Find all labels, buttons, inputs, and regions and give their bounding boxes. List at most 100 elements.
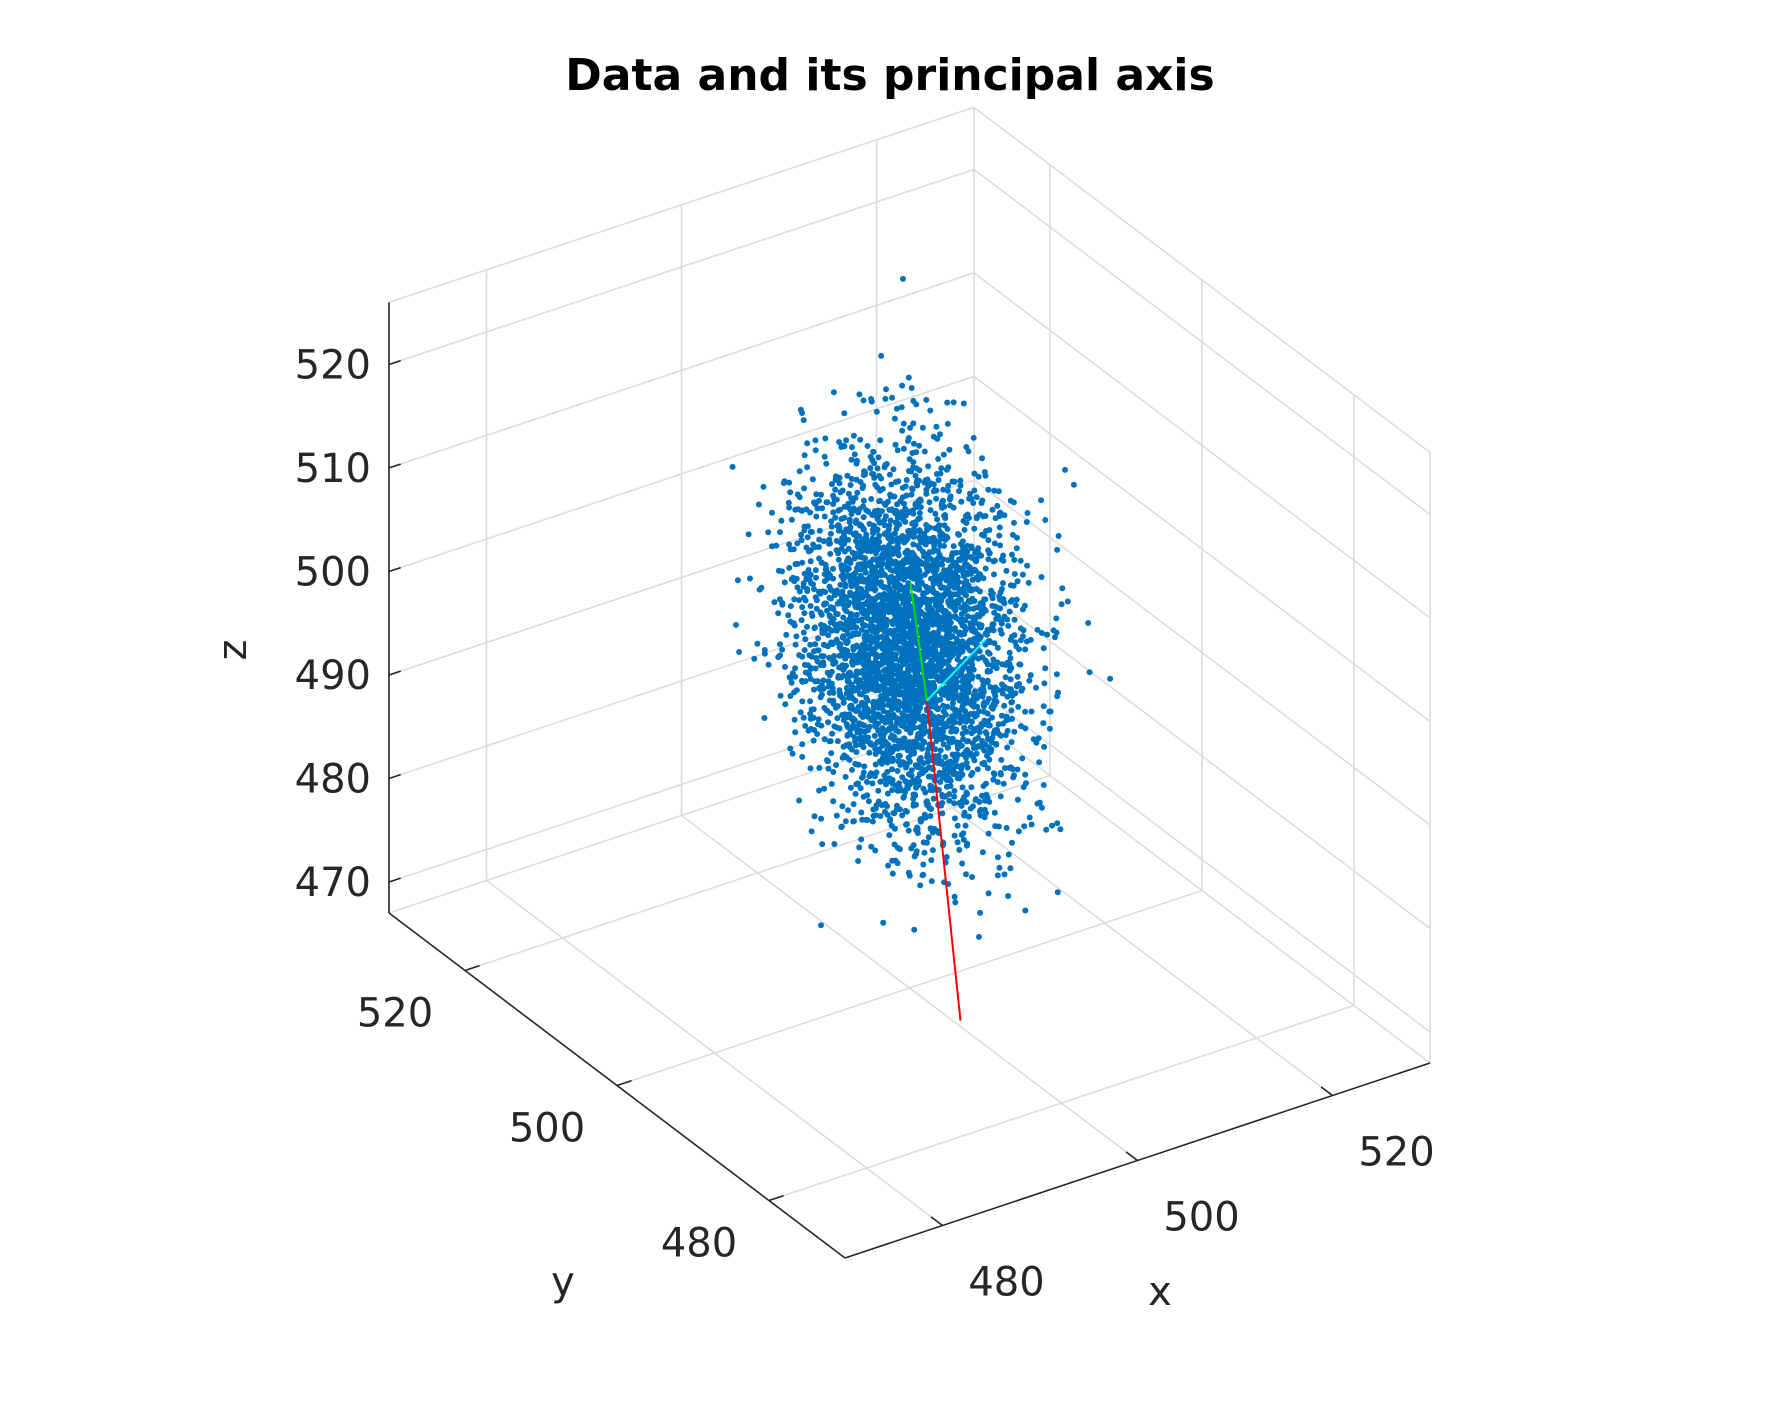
- data-point: [879, 601, 886, 607]
- data-point: [895, 545, 902, 552]
- data-point: [947, 640, 954, 647]
- data-point: [940, 735, 947, 741]
- data-point: [854, 668, 861, 675]
- data-point: [1024, 510, 1031, 516]
- data-point: [929, 847, 936, 854]
- data-point: [983, 528, 989, 534]
- data-point: [827, 710, 834, 717]
- y-tick-mark: [768, 1194, 784, 1202]
- data-point: [852, 530, 859, 537]
- data-point: [814, 505, 821, 512]
- data-point: [820, 538, 827, 545]
- data-point: [910, 507, 916, 514]
- data-point: [838, 516, 845, 522]
- data-point: [820, 659, 827, 666]
- data-point: [893, 575, 900, 582]
- data-point: [1004, 693, 1011, 700]
- data-point: [829, 627, 835, 634]
- data-point: [915, 762, 922, 769]
- data-point: [913, 827, 920, 833]
- data-point: [917, 770, 924, 777]
- data-point: [991, 557, 998, 564]
- data-point: [837, 506, 843, 513]
- data-point: [858, 626, 865, 633]
- data-point: [885, 609, 892, 616]
- data-point: [916, 586, 923, 593]
- data-point: [809, 613, 816, 619]
- data-point: [979, 849, 986, 856]
- data-point: [884, 630, 891, 637]
- data-point: [813, 574, 819, 581]
- data-point: [989, 590, 996, 597]
- data-point: [889, 639, 896, 646]
- data-point: [912, 595, 919, 602]
- data-point: [811, 586, 817, 593]
- data-point: [1015, 828, 1022, 835]
- data-point: [954, 745, 961, 752]
- data-point: [821, 785, 828, 792]
- data-point: [944, 399, 951, 406]
- data-point: [892, 612, 899, 619]
- data-point: [976, 729, 983, 736]
- data-point: [954, 591, 961, 598]
- data-point: [934, 735, 941, 742]
- data-point: [911, 926, 918, 933]
- data-point: [934, 516, 941, 523]
- data-point: [812, 447, 819, 454]
- data-point: [830, 701, 837, 708]
- data-point: [854, 723, 861, 730]
- data-point: [830, 798, 837, 805]
- data-point: [788, 516, 795, 523]
- data-point: [967, 805, 974, 812]
- data-point: [886, 725, 893, 732]
- data-point: [906, 570, 913, 576]
- data-point: [981, 806, 988, 813]
- data-point: [869, 596, 876, 602]
- data-point: [944, 590, 951, 597]
- data-point: [897, 498, 904, 505]
- data-point: [893, 666, 900, 673]
- data-point: [921, 766, 928, 773]
- data-point: [896, 645, 903, 652]
- data-point: [973, 558, 980, 565]
- data-point: [965, 597, 972, 604]
- data-point: [982, 797, 988, 804]
- data-point: [971, 566, 978, 573]
- data-point: [1046, 708, 1053, 715]
- data-point: [1015, 703, 1022, 710]
- data-point: [1019, 685, 1026, 692]
- data-point: [902, 685, 909, 691]
- data-point: [825, 719, 832, 726]
- data-point: [902, 694, 908, 701]
- data-point: [786, 564, 793, 571]
- data-point: [792, 729, 799, 736]
- data-point: [948, 687, 955, 694]
- data-point: [903, 477, 910, 483]
- data-point: [821, 736, 828, 743]
- data-point: [810, 714, 817, 721]
- data-point: [985, 695, 992, 702]
- data-point: [1006, 649, 1013, 656]
- data-point: [959, 784, 966, 791]
- data-point: [962, 627, 969, 634]
- data-point: [818, 559, 825, 566]
- data-point: [959, 589, 966, 596]
- data-point: [981, 717, 988, 724]
- data-point: [916, 442, 923, 449]
- data-point: [895, 535, 902, 542]
- x-tick-label: 500: [1163, 1195, 1239, 1241]
- data-point: [930, 795, 937, 802]
- data-point: [1040, 703, 1047, 710]
- data-point: [968, 730, 975, 737]
- data-point: [1033, 684, 1039, 691]
- data-point: [799, 698, 806, 705]
- chart-title: Data and its principal axis: [565, 50, 1214, 101]
- data-point: [972, 796, 979, 803]
- data-point: [941, 616, 948, 623]
- data-point: [889, 870, 896, 877]
- data-point: [941, 503, 948, 510]
- data-point: [925, 758, 932, 765]
- data-point: [904, 714, 911, 720]
- data-point: [967, 710, 974, 717]
- data-point: [807, 603, 814, 609]
